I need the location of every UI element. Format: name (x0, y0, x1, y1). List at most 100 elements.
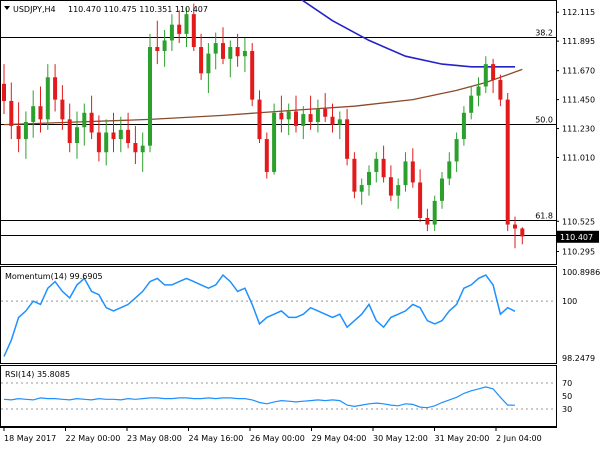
price-tick-label: 111.670 (562, 67, 595, 76)
candle-body (301, 114, 306, 126)
candle-body (140, 145, 145, 153)
candle-body (104, 132, 109, 153)
time-tick-label: 23 May 08:00 (127, 434, 182, 443)
candle-body (323, 108, 328, 117)
candle-body (367, 171, 371, 186)
candle-body (461, 112, 466, 140)
candle-body (520, 228, 525, 237)
candle-body (126, 129, 131, 144)
candle-body (352, 158, 357, 192)
fast-moving-average-line (300, 0, 515, 68)
candle-body (294, 111, 298, 126)
price-tick-label: 110.525 (562, 217, 595, 226)
candle-body (279, 112, 284, 120)
candle-body (286, 111, 291, 120)
price-tick-label: 110.295 (562, 248, 595, 257)
rsi-indicator: 70 50 30 (1, 379, 572, 414)
candle-body (82, 112, 87, 128)
candle-body (403, 161, 408, 186)
candle-body (228, 47, 233, 59)
momentum-line (3, 273, 516, 357)
candle-body (410, 161, 415, 183)
candle-body (169, 24, 174, 41)
price-axis: 112.115 111.895 111.670 111.450 111.230 111.0… (556, 8, 599, 257)
candle-body (505, 99, 510, 225)
candle-body (425, 217, 430, 225)
candle-body (111, 132, 116, 140)
candle-body (118, 129, 123, 140)
candle-body (257, 99, 262, 140)
rsi-line (3, 386, 516, 409)
candle-body (38, 106, 43, 120)
momentum-tick-label: 100.8986 (562, 268, 600, 277)
candle-body (454, 139, 459, 162)
candle-body (133, 143, 138, 153)
price-tick-label: 111.895 (562, 37, 595, 46)
ohlc-values: 110.470 110.475 110.351 110.407 (68, 5, 208, 14)
candle-body (315, 108, 320, 122)
candle-body (388, 177, 393, 196)
momentum-tick-label: 100 (562, 297, 577, 306)
candle-body (396, 185, 401, 196)
candle-body (374, 158, 379, 172)
current-price-label: 110.407 (560, 233, 593, 242)
candle-body (345, 119, 350, 159)
candle-body (483, 64, 488, 87)
candle-body (213, 43, 218, 54)
candle-body (272, 112, 277, 172)
candle-body (359, 185, 364, 192)
time-tick-label: 31 May 20:00 (435, 434, 490, 443)
candle-body (476, 86, 481, 96)
candle-body (235, 47, 240, 57)
rsi-tick-label: 70 (562, 379, 572, 388)
candle-body (96, 132, 101, 153)
time-tick-label: 30 May 12:00 (373, 434, 428, 443)
candle-body (498, 79, 503, 100)
candle-body (206, 53, 211, 74)
candle-body (513, 224, 517, 229)
fib-level-label: 38.2 (535, 29, 553, 38)
candle-body (330, 116, 335, 125)
candle-body (264, 139, 269, 172)
price-tick-label: 111.010 (562, 153, 595, 162)
rsi-panel-frame (0, 365, 557, 427)
price-panel-frame (0, 0, 557, 265)
candle-body (155, 47, 160, 51)
time-tick-label: 18 May 2017 (4, 434, 56, 443)
candle-body (469, 95, 474, 113)
candle-body (447, 161, 452, 179)
momentum-tick-label: 98.2479 (562, 354, 595, 363)
candle-body (191, 14, 196, 48)
candle-body (491, 64, 496, 80)
candle-body (53, 77, 58, 100)
candle-body (250, 50, 255, 100)
moving-averages (3, 0, 523, 126)
candle-body (2, 83, 6, 101)
momentum-title: Momentum(14) 99.6905 (5, 272, 103, 281)
momentum-panel-frame (0, 266, 557, 364)
candle-body (177, 24, 182, 34)
time-tick-label: 22 May 00:00 (66, 434, 121, 443)
candle-body (308, 114, 313, 122)
price-tick-label: 111.230 (562, 125, 595, 134)
candle-body (418, 182, 423, 218)
candle-body (16, 125, 21, 140)
candle-body (162, 40, 167, 51)
candle-body (67, 119, 72, 144)
chevron-down-icon[interactable] (4, 6, 10, 10)
candle-body (45, 77, 50, 120)
candle-body (432, 200, 437, 225)
price-tick-label: 111.450 (562, 96, 595, 105)
candle-body (242, 50, 247, 57)
time-axis: 18 May 2017 22 May 00:00 23 May 08:00 24 Ma… (3, 427, 542, 443)
symbol-title: USDJPY,H4 (13, 5, 56, 14)
price-tick-label: 112.115 (562, 8, 595, 17)
time-tick-label: 29 May 04:00 (312, 434, 367, 443)
candle-body (337, 119, 342, 125)
candle-body (9, 100, 14, 126)
time-tick-label: 24 May 16:00 (189, 434, 244, 443)
candle-body (31, 106, 36, 122)
candle-body (184, 14, 189, 34)
time-tick-label: 2 Jun 04:00 (496, 434, 542, 443)
